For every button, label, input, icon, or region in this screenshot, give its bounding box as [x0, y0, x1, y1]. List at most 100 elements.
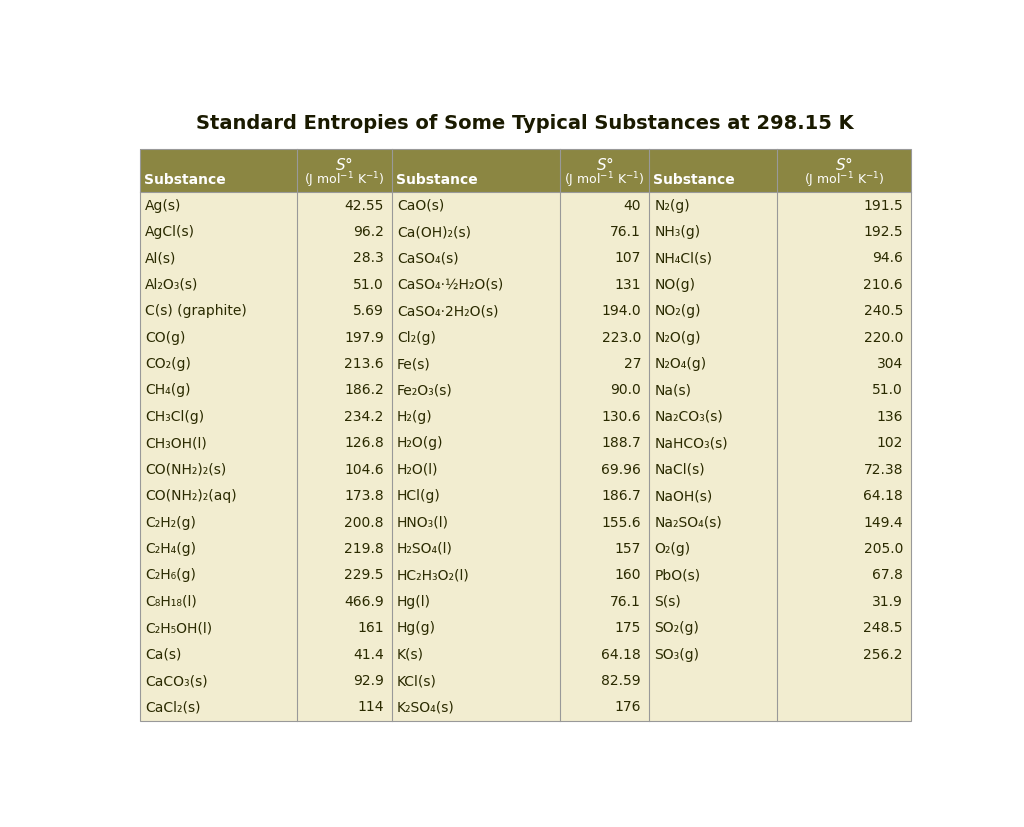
Text: CaCl₂(s): CaCl₂(s) — [145, 700, 201, 715]
Text: $\it{S}$°: $\it{S}$° — [596, 155, 613, 173]
Text: C₈H₁₈(l): C₈H₁₈(l) — [145, 595, 197, 609]
Text: 186.2: 186.2 — [344, 384, 384, 398]
Text: 102: 102 — [877, 437, 903, 451]
Text: 82.59: 82.59 — [601, 674, 641, 688]
Text: CH₄(g): CH₄(g) — [145, 384, 190, 398]
Text: 69.96: 69.96 — [601, 463, 641, 476]
Text: Ag(s): Ag(s) — [145, 198, 181, 213]
Text: 197.9: 197.9 — [344, 331, 384, 345]
Text: K(s): K(s) — [397, 648, 424, 662]
Text: O₂(g): O₂(g) — [654, 542, 690, 556]
Bar — [139, 219, 910, 246]
Text: Substance: Substance — [144, 174, 226, 188]
Text: Fe₂O₃(s): Fe₂O₃(s) — [397, 384, 453, 398]
Bar — [139, 615, 910, 642]
Text: 136: 136 — [877, 410, 903, 424]
Text: CaO(s): CaO(s) — [397, 198, 444, 213]
Text: AgCl(s): AgCl(s) — [145, 225, 195, 239]
Text: Ca(s): Ca(s) — [145, 648, 181, 662]
Text: N₂O₄(g): N₂O₄(g) — [654, 357, 707, 371]
Text: PbO(s): PbO(s) — [654, 568, 700, 582]
Text: 41.4: 41.4 — [353, 648, 384, 662]
Bar — [139, 150, 910, 720]
Text: 27: 27 — [624, 357, 641, 371]
Text: 191.5: 191.5 — [863, 198, 903, 213]
Text: 240.5: 240.5 — [863, 304, 903, 318]
Text: 205.0: 205.0 — [863, 542, 903, 556]
Text: 304: 304 — [877, 357, 903, 371]
Text: $\it{S}$°: $\it{S}$° — [836, 155, 853, 173]
Text: NH₃(g): NH₃(g) — [654, 225, 700, 239]
Text: C₂H₅OH(l): C₂H₅OH(l) — [145, 621, 212, 635]
Text: 188.7: 188.7 — [601, 437, 641, 451]
Text: C₂H₆(g): C₂H₆(g) — [145, 568, 196, 582]
Text: CaSO₄·2H₂O(s): CaSO₄·2H₂O(s) — [397, 304, 499, 318]
Text: 40: 40 — [624, 198, 641, 213]
Text: H₂O(g): H₂O(g) — [397, 437, 443, 451]
Bar — [139, 193, 910, 219]
Text: 76.1: 76.1 — [610, 595, 641, 609]
Bar — [139, 150, 910, 193]
Text: Substance: Substance — [653, 174, 735, 188]
Text: 200.8: 200.8 — [344, 515, 384, 529]
Text: CO₂(g): CO₂(g) — [145, 357, 190, 371]
Text: $\it{S}$°: $\it{S}$° — [335, 155, 353, 173]
Text: C(s) (graphite): C(s) (graphite) — [145, 304, 247, 318]
Text: 157: 157 — [614, 542, 641, 556]
Text: 104.6: 104.6 — [344, 463, 384, 476]
Bar — [139, 562, 910, 589]
Text: 160: 160 — [614, 568, 641, 582]
Text: H₂O(l): H₂O(l) — [397, 463, 438, 476]
Text: 64.18: 64.18 — [863, 489, 903, 503]
Text: 126.8: 126.8 — [344, 437, 384, 451]
Text: H₂(g): H₂(g) — [397, 410, 432, 424]
Text: 210.6: 210.6 — [863, 278, 903, 292]
Text: 76.1: 76.1 — [610, 225, 641, 239]
Text: HNO₃(l): HNO₃(l) — [397, 515, 449, 529]
Text: N₂O(g): N₂O(g) — [654, 331, 700, 345]
Text: HC₂H₃O₂(l): HC₂H₃O₂(l) — [397, 568, 470, 582]
Text: N₂(g): N₂(g) — [654, 198, 690, 213]
Bar — [139, 589, 910, 615]
Text: K₂SO₄(s): K₂SO₄(s) — [397, 700, 455, 715]
Bar — [139, 694, 910, 720]
Bar — [139, 483, 910, 509]
Text: NO₂(g): NO₂(g) — [654, 304, 700, 318]
Bar — [139, 246, 910, 271]
Bar — [139, 642, 910, 668]
Text: NaHCO₃(s): NaHCO₃(s) — [654, 437, 728, 451]
Text: 90.0: 90.0 — [610, 384, 641, 398]
Text: Na₂SO₄(s): Na₂SO₄(s) — [654, 515, 722, 529]
Text: 131: 131 — [614, 278, 641, 292]
Text: 155.6: 155.6 — [601, 515, 641, 529]
Text: Al(s): Al(s) — [145, 251, 176, 265]
Text: Hg(l): Hg(l) — [397, 595, 431, 609]
Text: 51.0: 51.0 — [872, 384, 903, 398]
Text: 161: 161 — [357, 621, 384, 635]
Text: 229.5: 229.5 — [344, 568, 384, 582]
Text: CO(NH₂)₂(aq): CO(NH₂)₂(aq) — [145, 489, 237, 503]
Bar — [139, 404, 910, 430]
Text: Na₂CO₃(s): Na₂CO₃(s) — [654, 410, 723, 424]
Text: 92.9: 92.9 — [353, 674, 384, 688]
Bar — [139, 377, 910, 404]
Text: 42.55: 42.55 — [344, 198, 384, 213]
Text: 466.9: 466.9 — [344, 595, 384, 609]
Text: Hg(g): Hg(g) — [397, 621, 436, 635]
Text: CH₃OH(l): CH₃OH(l) — [145, 437, 207, 451]
Bar — [139, 668, 910, 694]
Text: CH₃Cl(g): CH₃Cl(g) — [145, 410, 204, 424]
Text: CO(NH₂)₂(s): CO(NH₂)₂(s) — [145, 463, 226, 476]
Text: SO₃(g): SO₃(g) — [654, 648, 699, 662]
Text: Fe(s): Fe(s) — [397, 357, 431, 371]
Text: 220.0: 220.0 — [863, 331, 903, 345]
Text: NO(g): NO(g) — [654, 278, 695, 292]
Text: 94.6: 94.6 — [872, 251, 903, 265]
Bar — [139, 298, 910, 324]
Text: 223.0: 223.0 — [602, 331, 641, 345]
Text: Al₂O₃(s): Al₂O₃(s) — [145, 278, 199, 292]
Text: 51.0: 51.0 — [353, 278, 384, 292]
Text: 72.38: 72.38 — [863, 463, 903, 476]
Text: S(s): S(s) — [654, 595, 681, 609]
Text: 192.5: 192.5 — [863, 225, 903, 239]
